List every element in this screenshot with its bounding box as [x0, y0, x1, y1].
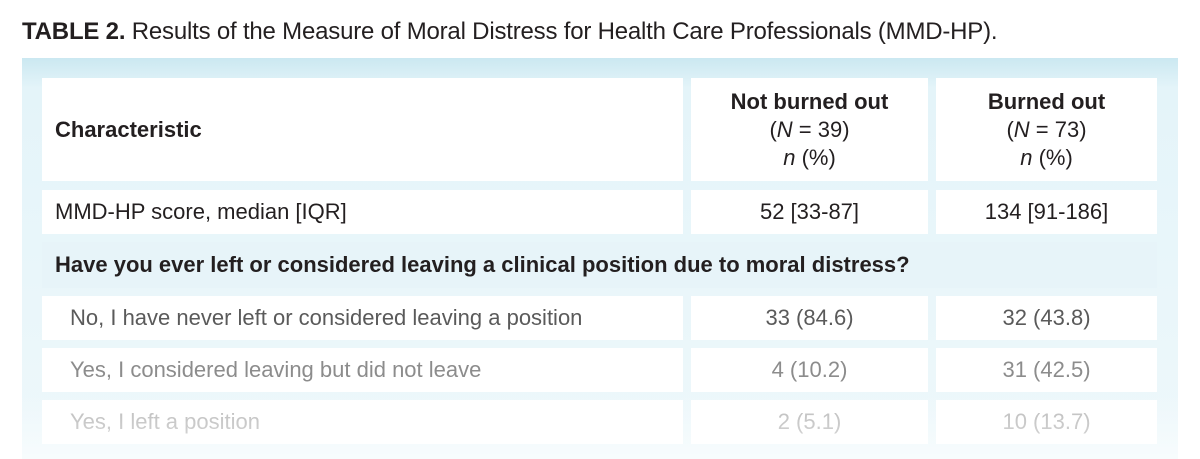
header-not-burned-out-unit: n (%)	[783, 144, 836, 170]
table-row-burned-out: 31 (42.5)	[936, 348, 1157, 392]
header-burned-out-unit: n (%)	[1020, 144, 1073, 170]
score-row-not-burned-out: 52 [33-87]	[691, 190, 928, 234]
table-row-burned-out: 10 (13.7)	[936, 400, 1157, 444]
header-not-burned-out-n: (N = 39)	[769, 116, 850, 142]
table-row-label: Yes, I considered leaving but did not le…	[42, 348, 683, 392]
header-burned-out-title: Burned out	[987, 88, 1106, 114]
table-row-not-burned-out: 4 (10.2)	[691, 348, 928, 392]
table-caption: TABLE 2. Results of the Measure of Moral…	[22, 18, 998, 46]
header-burned-out: Burned out (N = 73) n (%)	[936, 78, 1157, 181]
table-row-label: Yes, I left a position	[42, 400, 683, 444]
table-row-not-burned-out: 2 (5.1)	[691, 400, 928, 444]
header-not-burned-out-title: Not burned out	[730, 88, 889, 114]
table-row-not-burned-out: 33 (84.6)	[691, 296, 928, 340]
table-label: TABLE 2.	[22, 18, 126, 45]
score-row-burned-out: 134 [91-186]	[936, 190, 1157, 234]
table-row-label: No, I have never left or considered leav…	[42, 296, 683, 340]
header-not-burned-out: Not burned out (N = 39) n (%)	[691, 78, 928, 181]
header-burned-out-n: (N = 73)	[1006, 116, 1087, 142]
score-row-label: MMD-HP score, median [IQR]	[42, 190, 683, 234]
table-row-burned-out: 32 (43.8)	[936, 296, 1157, 340]
table-panel: Characteristic Not burned out (N = 39) n…	[22, 58, 1178, 459]
header-characteristic: Characteristic	[42, 78, 683, 181]
table-title: Results of the Measure of Moral Distress…	[125, 18, 998, 45]
section-title: Have you ever left or considered leaving…	[42, 242, 1157, 288]
